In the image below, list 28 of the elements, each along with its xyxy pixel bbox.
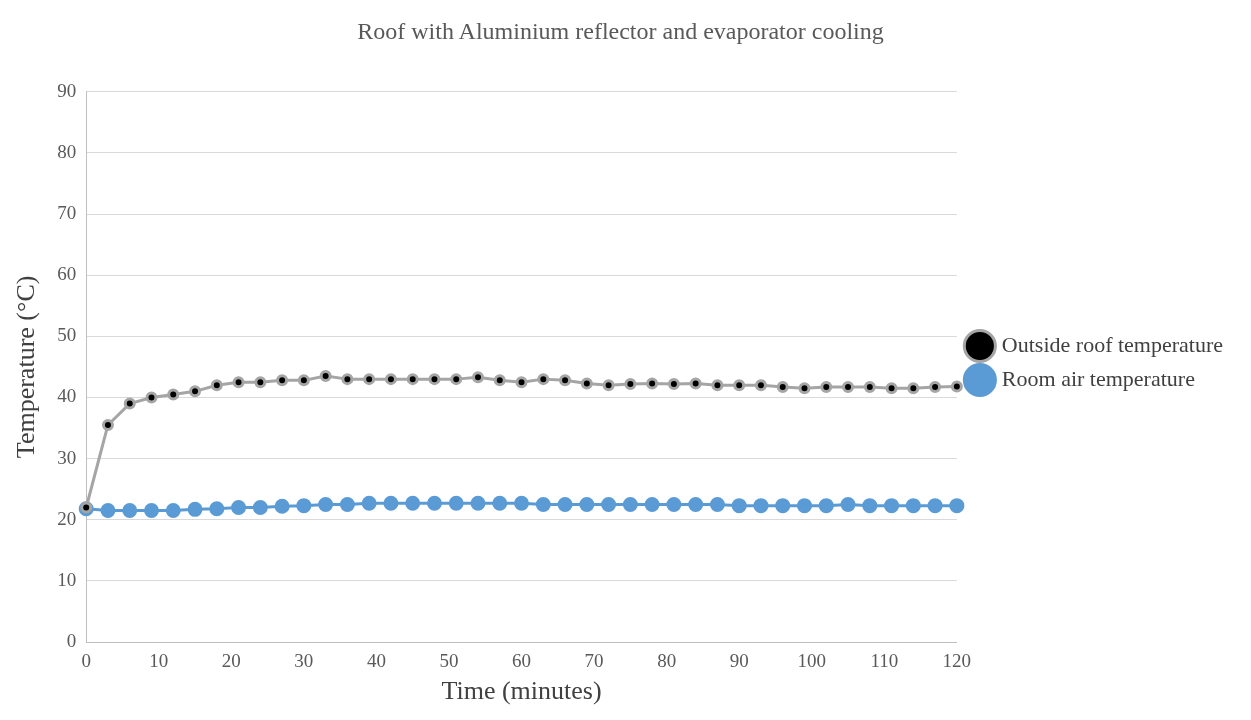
y-axis-title: Temperature (°C)	[11, 275, 41, 459]
x-tick-label: 30	[294, 650, 314, 672]
y-tick-label: 30	[57, 446, 77, 468]
x-tick-label: 60	[512, 650, 532, 672]
x-tick-label: 50	[439, 650, 459, 672]
legend-label: Outside roof temperature	[1001, 331, 1223, 357]
x-tick-label: 110	[870, 650, 899, 672]
y-tick-label: 10	[57, 568, 77, 590]
y-tick-label: 0	[66, 629, 77, 651]
y-tick-label: 40	[57, 385, 77, 407]
y-tick-label: 20	[57, 507, 77, 529]
y-tick-label: 60	[57, 263, 77, 285]
x-tick-label: 70	[584, 650, 604, 672]
x-tick-label: 80	[657, 650, 677, 672]
y-tick-label: 90	[57, 79, 77, 101]
x-tick-label: 90	[729, 650, 749, 672]
x-tick-label: 20	[221, 650, 241, 672]
x-tick-label: 40	[366, 650, 386, 672]
y-tick-label: 80	[57, 140, 77, 162]
x-tick-label: 0	[81, 650, 91, 672]
x-tick-label: 10	[149, 650, 169, 672]
legend-label: Room air temperature	[1001, 365, 1195, 391]
y-tick-label: 50	[57, 324, 77, 346]
x-axis-title: Time (minutes)	[441, 676, 602, 706]
x-tick-label: 100	[797, 650, 826, 672]
chart-title: Roof with Aluminium reflector and evaporator cooling	[357, 17, 884, 44]
x-tick-label: 120	[942, 650, 972, 672]
y-tick-label: 70	[57, 202, 77, 224]
